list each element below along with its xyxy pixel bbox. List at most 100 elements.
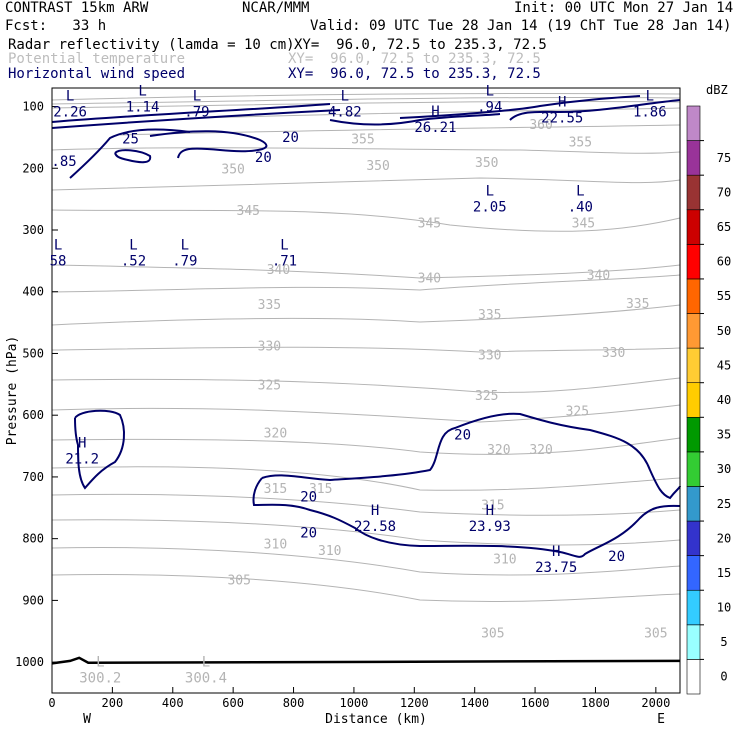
extremum-value: .40 bbox=[568, 199, 593, 215]
extremum-value: 23.93 bbox=[469, 519, 511, 535]
x-tick-label: 200 bbox=[102, 696, 124, 710]
y-tick-label: 300 bbox=[22, 223, 44, 237]
wind-contour-label: 20 bbox=[454, 427, 471, 443]
theta-contour-label: 335 bbox=[258, 298, 281, 313]
colorbar-swatch bbox=[686, 278, 701, 314]
field2-name: Potential temperature bbox=[8, 51, 186, 67]
valid-time: Valid: 09 UTC Tue 28 Jan 14 (19 ChT Tue … bbox=[310, 18, 732, 34]
colorbar-label: 60 bbox=[717, 255, 731, 269]
theta-contour-label: 345 bbox=[237, 204, 260, 219]
colorbar-swatch bbox=[686, 451, 701, 487]
colorbar-title: dBZ bbox=[706, 83, 728, 97]
y-tick-label: 600 bbox=[22, 408, 44, 422]
forecast-hour: Fcst: 33 h bbox=[5, 18, 107, 34]
extremum-value: 22.58 bbox=[354, 519, 396, 535]
field2-xy: XY= 96.0, 72.5 to 235.3, 72.5 bbox=[288, 51, 541, 67]
colorbar-swatch bbox=[686, 347, 701, 384]
colorbar-label: 45 bbox=[717, 358, 731, 372]
extremum-value: 2.05 bbox=[473, 199, 507, 215]
extremum-marker: H bbox=[486, 503, 494, 519]
theta-contour-label: 325 bbox=[258, 378, 281, 393]
theta-contour-label: 315 bbox=[264, 482, 287, 497]
wind-contour-label: 20 bbox=[300, 525, 317, 541]
extremum-value: 21.2 bbox=[65, 451, 99, 467]
colorbar-swatch bbox=[686, 659, 701, 695]
x-tick-label: 2000 bbox=[641, 696, 670, 710]
y-axis-title: Pressure (hPa) bbox=[5, 336, 20, 446]
colorbar-swatch bbox=[686, 416, 701, 453]
theta-contour-label: 320 bbox=[487, 443, 510, 458]
wind-contour-label: 20 bbox=[282, 130, 299, 146]
x-tick-label: 1000 bbox=[339, 696, 368, 710]
colorbar-label: 55 bbox=[717, 289, 731, 303]
extremum-marker: H bbox=[78, 435, 86, 451]
extremum-marker: L bbox=[193, 88, 201, 104]
extremum-value: 1.86 bbox=[633, 104, 667, 120]
x-tick-label: 400 bbox=[162, 696, 184, 710]
extremum-marker: L bbox=[486, 83, 494, 99]
theta-contour-label: 345 bbox=[418, 217, 441, 232]
x-end-left: W bbox=[83, 712, 91, 727]
colorbar-label: 25 bbox=[717, 497, 731, 511]
field3-name: Horizontal wind speed bbox=[8, 66, 186, 82]
x-tick-label: 600 bbox=[222, 696, 244, 710]
extremum-value: .79 bbox=[172, 254, 197, 270]
theta-contour-label: 315 bbox=[309, 482, 332, 497]
theta-contour-label: 305 bbox=[644, 627, 667, 642]
extremum-marker: L bbox=[96, 654, 104, 670]
extremum-value: 1.14 bbox=[126, 99, 160, 115]
y-tick-label: 200 bbox=[22, 161, 44, 175]
y-tick-label: 700 bbox=[22, 470, 44, 484]
theta-contour-label: 310 bbox=[493, 552, 516, 567]
field3-xy: XY= 96.0, 72.5 to 235.3, 72.5 bbox=[288, 66, 541, 82]
x-tick-label: 0 bbox=[48, 696, 55, 710]
colorbar-label: 15 bbox=[717, 566, 731, 580]
theta-contour-label: 360 bbox=[529, 118, 552, 133]
colorbar-swatch bbox=[686, 486, 701, 522]
theta-contour-label: 350 bbox=[475, 156, 498, 171]
theta-contour-label: 315 bbox=[481, 499, 504, 514]
theta-contours bbox=[51, 92, 681, 602]
wind-speed-contours bbox=[51, 95, 681, 558]
theta-contour-label: 330 bbox=[258, 339, 281, 354]
colorbar-swatch bbox=[686, 174, 701, 211]
extremum-marker: L bbox=[646, 88, 654, 104]
model-title: CONTRAST 15km ARW bbox=[5, 0, 149, 16]
theta-contour-label: 330 bbox=[478, 349, 501, 364]
extremum-value: 58 bbox=[50, 254, 67, 270]
extremum-marker: H bbox=[558, 95, 566, 111]
colorbar-swatch bbox=[686, 244, 701, 280]
theta-contour-label: 305 bbox=[481, 627, 504, 642]
theta-contour-label: 350 bbox=[221, 162, 244, 177]
y-tick-label: 800 bbox=[22, 532, 44, 546]
y-tick-label: 100 bbox=[22, 100, 44, 114]
colorbar-swatch bbox=[686, 105, 701, 141]
extremum-value: 4.82 bbox=[328, 104, 362, 120]
y-tick-label: 900 bbox=[22, 593, 44, 607]
org-label: NCAR/MMM bbox=[242, 0, 310, 16]
extremum-value: .52 bbox=[121, 254, 146, 270]
init-time: Init: 00 UTC Mon 27 Jan 14 bbox=[514, 0, 734, 16]
theta-contour-label: 340 bbox=[418, 272, 441, 287]
extremum-value: .94 bbox=[477, 99, 502, 115]
x-tick-label: 800 bbox=[283, 696, 305, 710]
wind-contour-label: 20 bbox=[300, 490, 317, 506]
extremum-value: 26.21 bbox=[414, 120, 456, 136]
theta-contour-label: 330 bbox=[602, 346, 625, 361]
colorbar-swatch bbox=[686, 624, 701, 660]
extremum-marker: L bbox=[341, 88, 349, 104]
extremum-value: 23.75 bbox=[535, 560, 577, 576]
wind-contour-label: 20 bbox=[608, 549, 625, 565]
theta-contour-label: 355 bbox=[569, 136, 592, 151]
theta-contour-label: 320 bbox=[529, 443, 552, 458]
extremum-value: 300.4 bbox=[185, 670, 227, 686]
wind-value-label: .85 bbox=[51, 154, 76, 170]
extremum-marker: L bbox=[66, 88, 74, 104]
x-tick-label: 1200 bbox=[400, 696, 429, 710]
colorbar-swatch bbox=[686, 555, 701, 591]
colorbar-swatch bbox=[686, 140, 701, 176]
theta-contour-label: 325 bbox=[566, 404, 589, 419]
colorbar-swatch bbox=[686, 589, 701, 626]
extremum-marker: L bbox=[202, 654, 210, 670]
